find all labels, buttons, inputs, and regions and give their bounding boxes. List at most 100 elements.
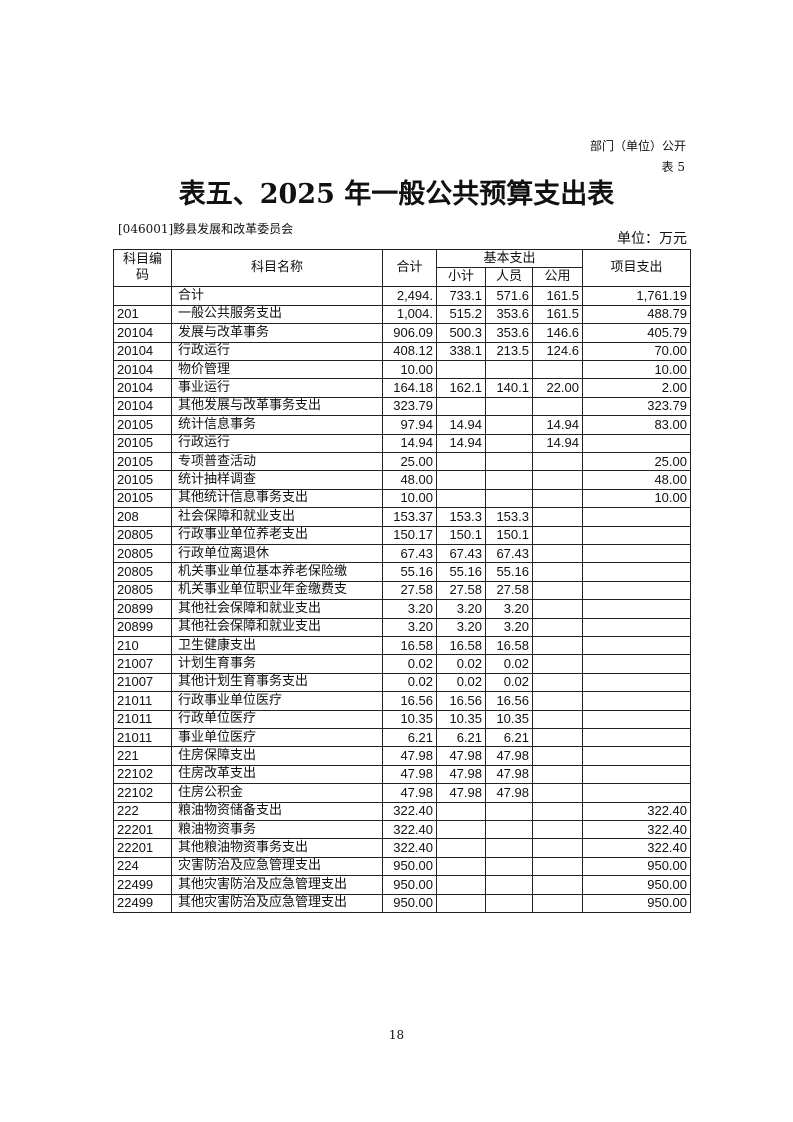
- cell-total: 906.09: [383, 323, 437, 343]
- cell-total: 67.43: [383, 544, 437, 564]
- cell-code: 22201: [113, 820, 172, 840]
- cell-subtotal: 14.94: [437, 434, 486, 454]
- cell-subtotal: 16.56: [437, 691, 486, 711]
- cell-public: [533, 894, 583, 914]
- cell-personnel: 47.98: [486, 765, 533, 785]
- cell-project: 10.00: [583, 489, 691, 509]
- cell-public: [533, 673, 583, 693]
- cell-name: 机关事业单位基本养老保险缴: [172, 563, 383, 582]
- cell-total: 323.79: [383, 397, 437, 417]
- cell-personnel: 213.5: [486, 342, 533, 362]
- cell-total: 3.20: [383, 618, 437, 638]
- cell-total: 10.00: [383, 360, 437, 380]
- cell-subtotal: [437, 857, 486, 877]
- cell-total: 1,004.: [383, 305, 437, 325]
- cell-personnel: [486, 471, 533, 490]
- cell-total: 322.40: [383, 820, 437, 840]
- cell-name: 其他粮油物资事务支出: [172, 839, 383, 858]
- cell-name: 物价管理: [172, 360, 383, 380]
- cell-name: 计划生育事务: [172, 655, 383, 674]
- cell-subtotal: 55.16: [437, 563, 486, 582]
- cell-public: 161.5: [533, 305, 583, 325]
- cell-personnel: [486, 802, 533, 822]
- cell-subtotal: [437, 894, 486, 914]
- cell-subtotal: 14.94: [437, 415, 486, 435]
- cell-public: [533, 618, 583, 638]
- cell-code: 22499: [113, 875, 172, 895]
- cell-subtotal: 3.20: [437, 618, 486, 638]
- cell-public: [533, 728, 583, 748]
- cell-total: 950.00: [383, 894, 437, 914]
- cell-personnel: [486, 397, 533, 417]
- cell-personnel: 0.02: [486, 655, 533, 674]
- cell-code: 210: [113, 636, 172, 656]
- cell-personnel: [486, 875, 533, 895]
- cell-personnel: [486, 415, 533, 435]
- cell-personnel: [486, 820, 533, 840]
- cell-personnel: 153.3: [486, 507, 533, 527]
- cell-public: [533, 563, 583, 582]
- cell-name: 合计: [172, 287, 383, 306]
- cell-public: [533, 360, 583, 380]
- cell-personnel: 3.20: [486, 599, 533, 619]
- cell-subtotal: 6.21: [437, 728, 486, 748]
- cell-public: [533, 471, 583, 490]
- cell-public: [533, 489, 583, 509]
- cell-project: 83.00: [583, 415, 691, 435]
- cell-project: 950.00: [583, 875, 691, 895]
- cell-project: [583, 636, 691, 656]
- cell-project: [583, 599, 691, 619]
- cell-name: 其他社会保障和就业支出: [172, 599, 383, 619]
- cell-subtotal: 0.02: [437, 655, 486, 674]
- cell-total: 47.98: [383, 747, 437, 766]
- cell-code: 20805: [113, 581, 172, 601]
- cell-name: 专项普查活动: [172, 452, 383, 472]
- cell-total: 950.00: [383, 875, 437, 895]
- unit-name: [046001]黟县发展和改革委员会: [118, 222, 294, 236]
- cell-code: [113, 287, 172, 306]
- cell-public: [533, 526, 583, 546]
- cell-subtotal: [437, 452, 486, 472]
- cell-code: 20105: [113, 415, 172, 435]
- cell-code: 20899: [113, 599, 172, 619]
- cell-name: 社会保障和就业支出: [172, 507, 383, 527]
- cell-public: [533, 875, 583, 895]
- header-basic: 基本支出: [437, 249, 583, 268]
- cell-subtotal: 47.98: [437, 765, 486, 785]
- cell-personnel: [486, 489, 533, 509]
- cell-name: 发展与改革事务: [172, 323, 383, 343]
- cell-public: [533, 747, 583, 766]
- cell-public: [533, 783, 583, 803]
- cell-public: [533, 765, 583, 785]
- cell-subtotal: 47.98: [437, 747, 486, 766]
- cell-total: 25.00: [383, 452, 437, 472]
- cell-subtotal: [437, 839, 486, 858]
- cell-public: [533, 636, 583, 656]
- cell-code: 20104: [113, 323, 172, 343]
- cell-personnel: 140.1: [486, 379, 533, 398]
- unit-label: 单位：万元: [617, 231, 687, 247]
- cell-personnel: [486, 452, 533, 472]
- cell-subtotal: [437, 802, 486, 822]
- cell-subtotal: 47.98: [437, 783, 486, 803]
- cell-subtotal: 500.3: [437, 323, 486, 343]
- cell-code: 20805: [113, 563, 172, 582]
- cell-personnel: 67.43: [486, 544, 533, 564]
- cell-public: [533, 655, 583, 674]
- cell-code: 20899: [113, 618, 172, 638]
- cell-project: 488.79: [583, 305, 691, 325]
- cell-code: 20104: [113, 360, 172, 380]
- cell-total: 16.58: [383, 636, 437, 656]
- cell-name: 其他发展与改革事务支出: [172, 397, 383, 417]
- cell-personnel: 47.98: [486, 747, 533, 766]
- cell-project: 10.00: [583, 360, 691, 380]
- cell-project: 405.79: [583, 323, 691, 343]
- cell-code: 20805: [113, 544, 172, 564]
- cell-code: 22201: [113, 839, 172, 858]
- cell-code: 20805: [113, 526, 172, 546]
- cell-public: [533, 691, 583, 711]
- cell-total: 10.00: [383, 489, 437, 509]
- cell-code: 21011: [113, 728, 172, 748]
- cell-total: 150.17: [383, 526, 437, 546]
- cell-public: [533, 857, 583, 877]
